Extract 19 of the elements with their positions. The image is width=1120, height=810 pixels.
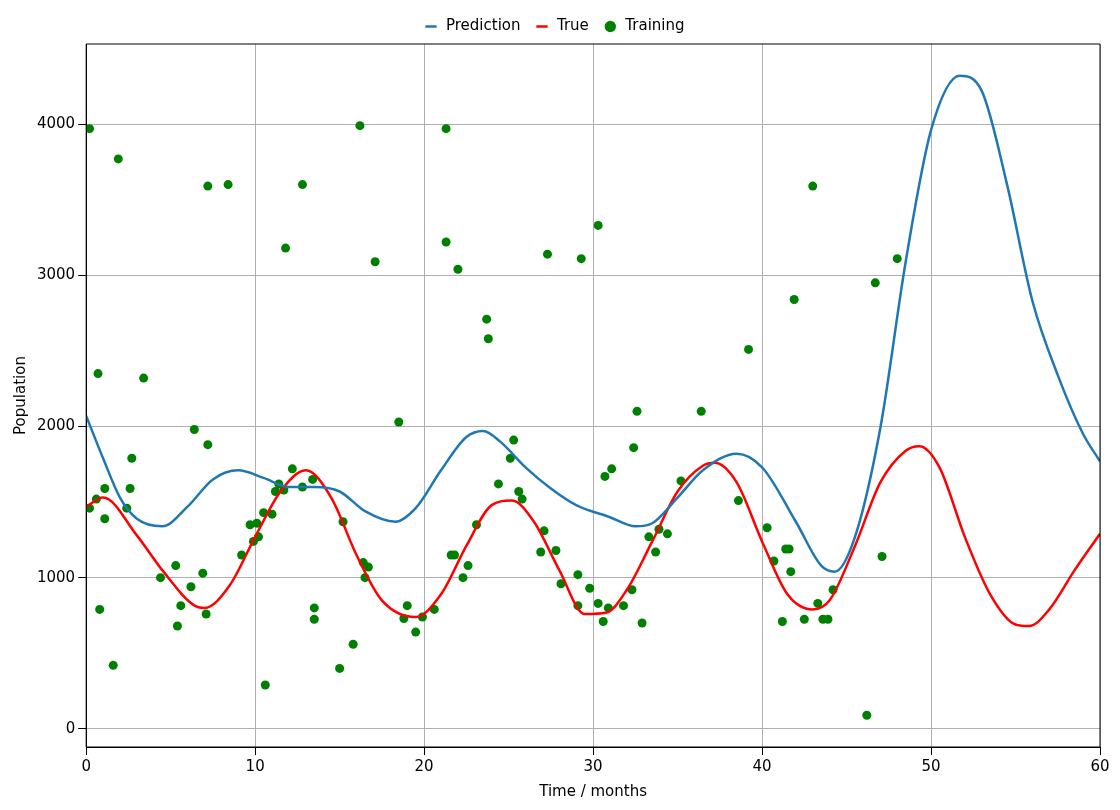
x-tick-label: 0 (81, 756, 91, 775)
x-tick-label: 40 (752, 756, 772, 775)
legend-label: Training (624, 16, 685, 35)
x-tick-label: 30 (583, 756, 603, 775)
x-tick-label: 60 (1090, 756, 1110, 775)
y-tick-label: 3000 (36, 265, 76, 284)
y-tick-label: 4000 (36, 114, 76, 133)
line-series (86, 444, 1100, 628)
y-tick-label: 1000 (36, 567, 76, 586)
x-tick-label: 10 (245, 756, 265, 775)
legend-label: True (555, 16, 589, 35)
y-axis-title: Population (10, 356, 29, 435)
line-series (86, 74, 1100, 573)
x-axis-title: Time / months (538, 781, 648, 800)
x-tick-label: 20 (414, 756, 434, 775)
y-tick-label: 2000 (36, 416, 76, 435)
y-tick-label: 0 (65, 718, 76, 737)
x-tick-label: 50 (921, 756, 941, 775)
legend-label: Prediction (445, 16, 521, 35)
